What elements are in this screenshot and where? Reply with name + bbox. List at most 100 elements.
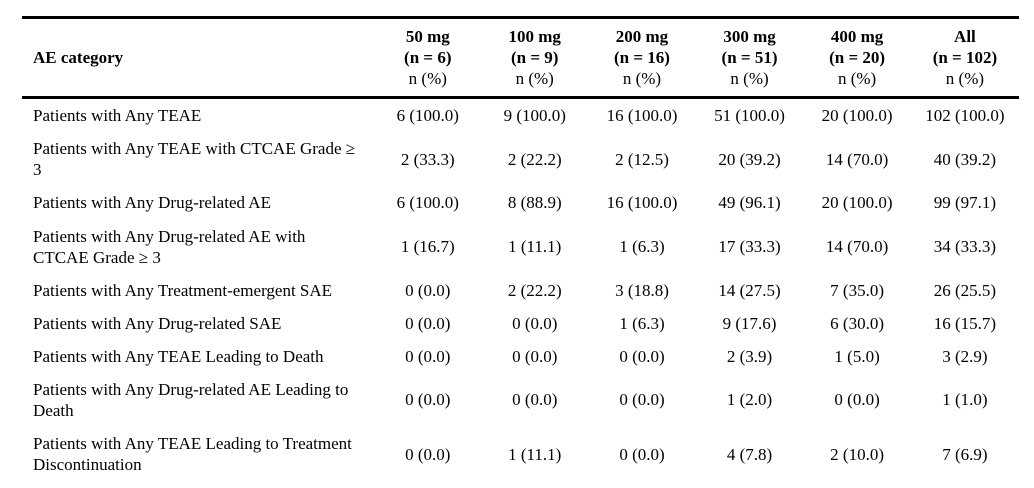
value-cell: 0 (0.0) — [405, 280, 451, 300]
value-cell: 6 (30.0) — [830, 313, 884, 333]
value-cell: 51 (100.0) — [714, 106, 785, 126]
dose-label: 300 mg — [723, 27, 776, 46]
n-count-label: (n = 9) — [510, 48, 559, 68]
value-cell: 1 (11.1) — [508, 237, 562, 257]
value-cell: 34 (33.3) — [933, 237, 997, 257]
value-cell: 16 (15.7) — [933, 313, 997, 333]
value-cell: 1 (6.3) — [619, 313, 665, 333]
value-cell: 0 (0.0) — [619, 444, 665, 464]
ae-category-cell: Patients with Any Drug-related AE with C… — [33, 226, 306, 267]
value-cell: 102 (100.0) — [925, 106, 1005, 126]
column-header-all: All (n = 102) n (%) — [911, 18, 1019, 98]
table-row: Patients with Any TEAE with CTCAE Grade … — [22, 132, 1019, 186]
value-cell: 9 (17.6) — [722, 313, 777, 333]
value-cell: 2 (33.3) — [400, 149, 455, 169]
table-row: Patients with Any Drug-related SAE 0 (0.0… — [22, 307, 1019, 340]
column-header-400-mg: 400 mg (n = 20) n (%) — [803, 18, 911, 98]
value-cell: 3 (18.8) — [615, 280, 669, 300]
table-row: Patients with Any Treatment-emergent SAE… — [22, 274, 1019, 307]
ae-category-cell: Patients with Any TEAE with CTCAE Grade … — [33, 139, 356, 180]
value-cell: 0 (0.0) — [512, 313, 558, 333]
value-cell: 49 (96.1) — [718, 193, 781, 213]
value-cell: 16 (100.0) — [606, 193, 678, 213]
value-cell: 4 (7.8) — [726, 444, 773, 464]
table-row: Patients with Any Drug-related AE 6 (100.… — [22, 186, 1019, 219]
value-cell: 20 (100.0) — [821, 193, 893, 213]
unit-label: n (%) — [837, 69, 877, 89]
ae-summary-table: AE category 50 mg (n = 6) n (%) 100 mg (n = … — [22, 16, 1019, 481]
value-cell: 26 (25.5) — [933, 280, 997, 300]
unit-label: n (%) — [622, 69, 662, 89]
value-cell: 0 (0.0) — [405, 346, 451, 366]
value-cell: 1 (2.0) — [726, 390, 773, 410]
table-row: Patients with Any Drug-related AE with C… — [22, 220, 1019, 274]
value-cell: 1 (11.1) — [508, 444, 562, 464]
table-body: Patients with Any TEAE 6 (100.0) 9 (100.0)… — [22, 98, 1019, 482]
value-cell: 8 (88.9) — [507, 193, 562, 213]
header-row: AE category 50 mg (n = 6) n (%) 100 mg (n = … — [22, 17, 1019, 98]
column-header-ae-category: AE category — [33, 48, 124, 68]
value-cell: 0 (0.0) — [619, 346, 665, 366]
table-row: Patients with Any TEAE 6 (100.0) 9 (100.0)… — [22, 98, 1019, 133]
ae-category-cell: Patients with Any Drug-related AE Leadin… — [33, 379, 349, 421]
dose-label: All — [954, 27, 976, 46]
value-cell: 2 (12.5) — [615, 149, 669, 169]
dose-label: 200 mg — [615, 27, 669, 46]
value-cell: 6 (100.0) — [396, 106, 459, 126]
value-cell: 14 (70.0) — [825, 237, 889, 257]
value-cell: 2 (22.2) — [507, 280, 562, 300]
n-count-label: (n = 20) — [829, 48, 886, 68]
value-cell: 17 (33.3) — [718, 237, 781, 257]
value-cell: 2 (10.0) — [830, 444, 884, 464]
value-cell: 20 (39.2) — [718, 149, 781, 169]
ae-category-cell: Patients with Any TEAE Leading to Death — [33, 346, 324, 366]
ae-category-cell: Patients with Any Treatment-emergent SAE — [33, 280, 333, 300]
dose-label: 400 mg — [830, 27, 884, 46]
table-row: Patients with Any TEAE Leading to Treatm… — [22, 427, 1019, 481]
ae-category-cell: Patients with Any TEAE Leading to Treatm… — [33, 434, 352, 475]
column-header-50-mg: 50 mg (n = 6) n (%) — [374, 18, 481, 98]
value-cell: 99 (97.1) — [933, 193, 997, 213]
value-cell: 1 (1.0) — [942, 390, 988, 410]
value-cell: 20 (100.0) — [821, 106, 893, 126]
ae-category-cell: Patients with Any TEAE — [33, 106, 202, 126]
value-cell: 16 (100.0) — [606, 106, 678, 126]
dose-label: 100 mg — [508, 27, 561, 46]
value-cell: 0 (0.0) — [834, 390, 880, 410]
value-cell: 2 (22.2) — [507, 149, 562, 169]
value-cell: 0 (0.0) — [512, 390, 558, 410]
value-cell: 0 (0.0) — [405, 390, 451, 410]
value-cell: 3 (2.9) — [942, 346, 988, 366]
ae-category-cell: Patients with Any Drug-related AE — [33, 193, 271, 213]
n-count-label: (n = 51) — [721, 48, 778, 68]
unit-label: n (%) — [730, 69, 769, 89]
unit-label: n (%) — [408, 69, 447, 89]
value-cell: 14 (27.5) — [718, 280, 781, 300]
n-count-label: (n = 6) — [404, 48, 452, 68]
column-header-300-mg: 300 mg (n = 51) n (%) — [696, 18, 804, 98]
value-cell: 7 (35.0) — [830, 280, 884, 300]
value-cell: 0 (0.0) — [405, 444, 451, 464]
table-header: AE category 50 mg (n = 6) n (%) 100 mg (n = … — [22, 17, 1019, 98]
value-cell: 14 (70.0) — [825, 149, 889, 169]
n-count-label: (n = 102) — [932, 48, 998, 68]
table-row: Patients with Any Drug-related AE Leadin… — [22, 373, 1019, 427]
column-header-200-mg: 200 mg (n = 16) n (%) — [588, 18, 696, 98]
ae-category-cell: Patients with Any Drug-related SAE — [33, 313, 282, 333]
value-cell: 0 (0.0) — [405, 313, 451, 333]
n-count-label: (n = 16) — [613, 48, 670, 68]
unit-label: n (%) — [945, 69, 985, 89]
value-cell: 9 (100.0) — [503, 106, 566, 126]
value-cell: 1 (16.7) — [400, 237, 455, 257]
value-cell: 1 (6.3) — [619, 237, 665, 257]
table-row: Patients with Any TEAE Leading to Death 0… — [22, 340, 1019, 373]
column-header-100-mg: 100 mg (n = 9) n (%) — [481, 18, 588, 98]
unit-label: n (%) — [515, 69, 554, 89]
value-cell: 2 (3.9) — [726, 346, 773, 366]
value-cell: 0 (0.0) — [512, 346, 558, 366]
value-cell: 40 (39.2) — [933, 149, 997, 169]
value-cell: 1 (5.0) — [834, 346, 880, 366]
value-cell: 0 (0.0) — [619, 390, 665, 410]
value-cell: 7 (6.9) — [942, 444, 988, 464]
